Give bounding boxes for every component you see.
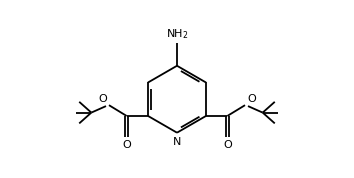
Text: O: O [122,140,131,150]
Text: O: O [247,94,256,104]
Text: N: N [173,137,181,147]
Text: NH$_2$: NH$_2$ [166,27,188,41]
Text: O: O [223,140,232,150]
Text: O: O [98,94,107,104]
